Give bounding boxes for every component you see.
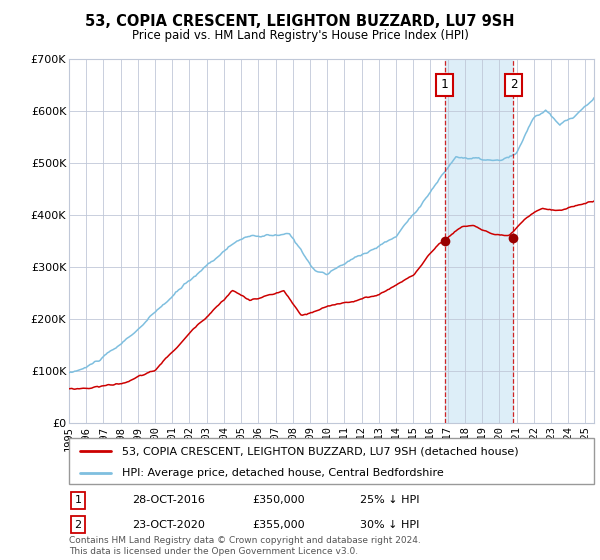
Text: HPI: Average price, detached house, Central Bedfordshire: HPI: Average price, detached house, Cent…: [121, 468, 443, 478]
Text: £355,000: £355,000: [252, 520, 305, 530]
Text: 1: 1: [74, 495, 82, 505]
Text: 1: 1: [441, 78, 448, 91]
Text: 30% ↓ HPI: 30% ↓ HPI: [360, 520, 419, 530]
Text: 2: 2: [74, 520, 82, 530]
Text: 25% ↓ HPI: 25% ↓ HPI: [360, 495, 419, 505]
Text: 53, COPIA CRESCENT, LEIGHTON BUZZARD, LU7 9SH (detached house): 53, COPIA CRESCENT, LEIGHTON BUZZARD, LU…: [121, 446, 518, 456]
Text: £350,000: £350,000: [252, 495, 305, 505]
Text: 28-OCT-2016: 28-OCT-2016: [132, 495, 205, 505]
FancyBboxPatch shape: [69, 438, 594, 484]
Text: Contains HM Land Registry data © Crown copyright and database right 2024.
This d: Contains HM Land Registry data © Crown c…: [69, 536, 421, 556]
Text: Price paid vs. HM Land Registry's House Price Index (HPI): Price paid vs. HM Land Registry's House …: [131, 29, 469, 42]
Text: 23-OCT-2020: 23-OCT-2020: [132, 520, 205, 530]
Text: 2: 2: [509, 78, 517, 91]
Text: 53, COPIA CRESCENT, LEIGHTON BUZZARD, LU7 9SH: 53, COPIA CRESCENT, LEIGHTON BUZZARD, LU…: [85, 14, 515, 29]
Bar: [445, 59, 514, 423]
